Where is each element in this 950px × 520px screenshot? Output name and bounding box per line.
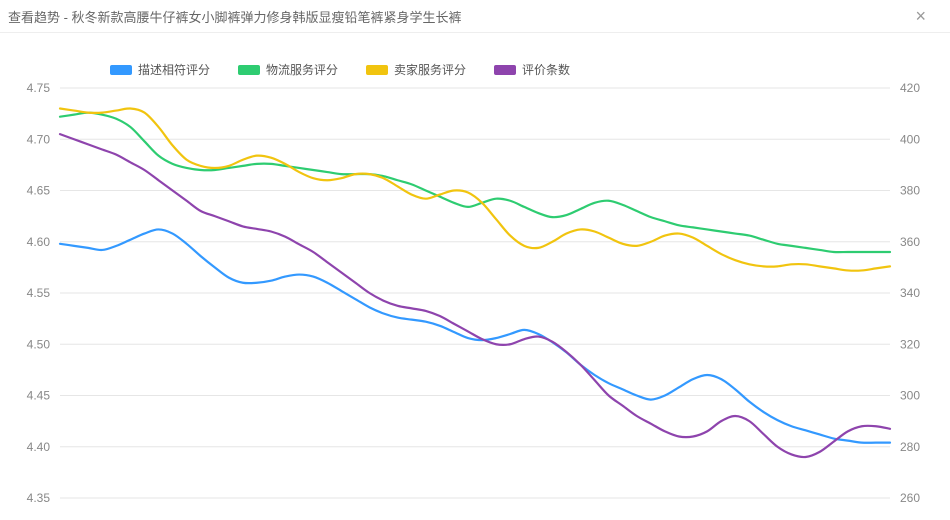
- legend-item[interactable]: 物流服务评分: [238, 61, 338, 78]
- legend-label: 卖家服务评分: [394, 61, 466, 78]
- close-icon[interactable]: ×: [911, 7, 930, 25]
- series-line: [60, 108, 890, 270]
- legend-swatch: [494, 65, 516, 75]
- y-left-tick-label: 4.40: [27, 440, 51, 454]
- legend-item[interactable]: 卖家服务评分: [366, 61, 466, 78]
- series-line: [60, 134, 890, 457]
- y-left-tick-label: 4.60: [27, 235, 51, 249]
- y-left-tick-label: 4.45: [27, 389, 51, 403]
- header: 查看趋势 - 秋冬新款高腰牛仔裤女小脚裤弹力修身韩版显瘦铅笔裤紧身学生长裤 ×: [0, 0, 950, 33]
- y-right-tick-label: 380: [900, 184, 920, 198]
- chart-legend: 描述相符评分 物流服务评分 卖家服务评分 评价条数: [0, 33, 950, 78]
- y-right-tick-label: 280: [900, 440, 920, 454]
- y-right-tick-label: 300: [900, 389, 920, 403]
- y-left-tick-label: 4.55: [27, 286, 51, 300]
- legend-item[interactable]: 评价条数: [494, 61, 570, 78]
- legend-label: 评价条数: [522, 61, 570, 78]
- y-left-tick-label: 4.75: [27, 81, 51, 95]
- legend-item[interactable]: 描述相符评分: [110, 61, 210, 78]
- trend-chart: 4.35 260 4.40 280 4.45 300 4.50 320 4.55 340 4.60 3…: [0, 78, 950, 508]
- y-right-tick-label: 360: [900, 235, 920, 249]
- y-right-tick-label: 320: [900, 337, 920, 351]
- y-left-tick-label: 4.65: [27, 184, 51, 198]
- legend-label: 物流服务评分: [266, 61, 338, 78]
- y-left-tick-label: 4.70: [27, 132, 51, 146]
- y-right-tick-label: 260: [900, 491, 920, 505]
- chart-svg: 4.35 260 4.40 280 4.45 300 4.50 320 4.55 340 4.60 3…: [0, 78, 950, 508]
- legend-label: 描述相符评分: [138, 61, 210, 78]
- legend-swatch: [238, 65, 260, 75]
- series-line: [60, 113, 890, 253]
- legend-swatch: [110, 65, 132, 75]
- y-left-tick-label: 4.35: [27, 491, 51, 505]
- y-right-tick-label: 400: [900, 132, 920, 146]
- y-left-tick-label: 4.50: [27, 337, 51, 351]
- y-right-tick-label: 420: [900, 81, 920, 95]
- legend-swatch: [366, 65, 388, 75]
- page-title: 查看趋势 - 秋冬新款高腰牛仔裤女小脚裤弹力修身韩版显瘦铅笔裤紧身学生长裤: [8, 7, 462, 26]
- y-right-tick-label: 340: [900, 286, 920, 300]
